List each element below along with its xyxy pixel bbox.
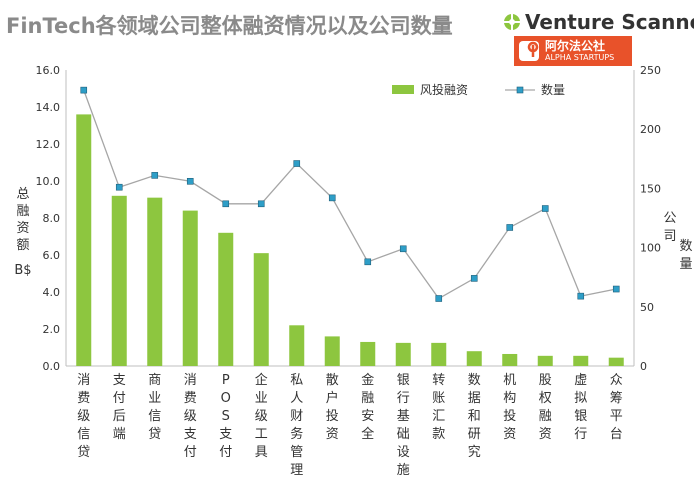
x-tick-label: 数据和研究 [468, 373, 481, 460]
partner-name-cn: 阿尔法公社 [545, 39, 606, 53]
count-point [293, 160, 301, 167]
count-point [115, 183, 123, 191]
y-axis-left-label: 总 融 资 额 B$ [14, 186, 31, 279]
count-point [328, 194, 336, 202]
y-tick-right-label: 150 [640, 182, 661, 195]
bar [537, 355, 553, 366]
y-tick-left-label: 10.0 [36, 175, 61, 188]
x-tick-label: 虚拟银行 [574, 373, 587, 442]
count-point [257, 200, 265, 208]
bar [76, 114, 92, 367]
x-tick-label: 银行基础设施 [397, 373, 410, 478]
alpha-startups-icon [519, 41, 539, 61]
alpha-startups-logo: 阿尔法公社 ALPHA STARTUPS [514, 36, 632, 66]
y-axis-left-label-char: 融 [16, 204, 30, 219]
y-tick-right-label: 0 [640, 360, 647, 373]
legend-line-marker [516, 86, 524, 94]
y-axis-right-label-1: 公司 [663, 211, 677, 244]
y-axis-left-label-char: 额 [16, 238, 30, 253]
count-point [541, 205, 549, 212]
bar [573, 355, 589, 366]
x-tick-label: 支付后端 [113, 373, 126, 442]
bar [395, 342, 411, 366]
venture-scanner-logo: Venture Scanner [503, 10, 694, 34]
bar [289, 325, 305, 366]
y-axis-left-unit: B$ [14, 263, 32, 278]
count-point [80, 86, 88, 94]
y-tick-left-label: 8.0 [43, 212, 61, 225]
bar [360, 341, 376, 366]
y-tick-left-label: 12.0 [36, 138, 61, 151]
bar [502, 353, 518, 366]
count-point [612, 285, 620, 293]
count-point [151, 172, 159, 179]
bar [608, 357, 624, 366]
x-tick-label: 机构投资 [503, 373, 516, 442]
bar [218, 232, 234, 366]
count-point [435, 295, 443, 302]
x-tick-label: 消费级支付 [184, 373, 197, 460]
y-tick-left-label: 4.0 [43, 286, 61, 299]
y-tick-left-label: 16.0 [36, 64, 61, 77]
legend-bar-swatch [392, 85, 414, 94]
x-tick-label: 散户投资 [326, 373, 339, 442]
count-point [222, 200, 230, 208]
chart-title: FinTech各领域公司整体融资情况以及公司数量 [6, 14, 453, 38]
count-point [186, 177, 194, 185]
x-tick-label: 股权融资 [539, 373, 552, 442]
x-tick-label: 消费级信贷 [77, 373, 90, 460]
x-tick-label: 私人财务管理 [290, 373, 303, 478]
bar [324, 336, 340, 366]
count-point [364, 258, 372, 266]
y-tick-left-label: 0.0 [43, 360, 61, 373]
y-tick-right-label: 50 [640, 301, 654, 314]
x-tick-label: 转账汇款 [432, 373, 445, 442]
count-series-line [83, 89, 617, 300]
count-point [506, 224, 514, 231]
bar [431, 342, 447, 366]
bar [111, 195, 127, 366]
y-axis-right-label-2: 数量 [679, 239, 693, 272]
x-tick-label: 企业级工具 [255, 372, 268, 460]
y-tick-left-label: 14.0 [36, 101, 61, 114]
y-axis-left-label-char: 资 [16, 221, 30, 236]
count-point [399, 245, 407, 253]
partner-name-en: ALPHA STARTUPS [545, 53, 615, 62]
y-tick-left-label: 6.0 [43, 249, 61, 262]
y-tick-right-label: 200 [640, 123, 661, 136]
legend-bar-label: 风投融资 [420, 82, 468, 97]
y-axis-left-label-char: 总 [16, 187, 30, 202]
y-tick-right-label: 100 [640, 242, 661, 255]
y-tick-left-label: 2.0 [43, 323, 61, 336]
bar [147, 197, 163, 366]
x-tick-label: 众筹平台 [610, 373, 623, 442]
count-point [470, 275, 478, 282]
brand-name: Venture Scanner [525, 10, 694, 34]
bar [253, 253, 269, 366]
x-tick-label: 商业信贷 [148, 373, 161, 442]
bar [466, 351, 482, 366]
venture-scanner-logo-icon [504, 14, 520, 30]
y-tick-right-label: 250 [640, 64, 661, 77]
x-tick-label: 金融安全 [361, 372, 374, 442]
legend-line-label: 数量 [541, 82, 565, 97]
x-tick-label: P O S 支付 [219, 373, 232, 460]
bar [182, 210, 198, 366]
count-point [577, 292, 585, 300]
